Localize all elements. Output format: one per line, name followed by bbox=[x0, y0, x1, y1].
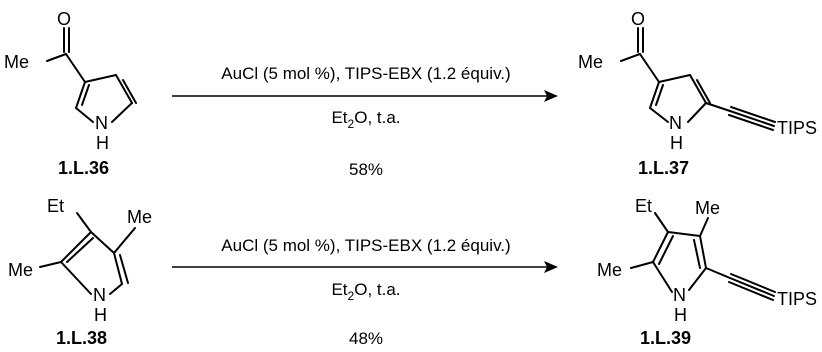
solvent-text: Et2O, t.a. bbox=[331, 280, 400, 303]
tips-group-label: TIPS bbox=[777, 118, 817, 138]
compound-label-1L36: 1.L.36 bbox=[58, 158, 109, 178]
compound-label-1L38: 1.L.38 bbox=[56, 328, 107, 348]
hydrogen-atom-label: H bbox=[96, 133, 109, 153]
hydrogen-atom-label: H bbox=[674, 305, 687, 325]
methyl-group-label: Me bbox=[8, 260, 33, 280]
hydrogen-atom-label: H bbox=[94, 305, 107, 325]
methyl-group-label: Me bbox=[695, 198, 720, 218]
methyl-group-label: Me bbox=[597, 260, 622, 280]
me-atom-label: Me bbox=[578, 52, 603, 72]
reactant-1L38-structure: Et Me Me N H bbox=[8, 196, 152, 325]
ethyl-group-label: Et bbox=[635, 196, 652, 216]
yield-text: 48% bbox=[349, 329, 383, 348]
me-atom-label: Me bbox=[4, 52, 29, 72]
tips-group-label: TIPS bbox=[777, 289, 817, 309]
yield-text: 58% bbox=[349, 160, 383, 179]
compound-label-1L37: 1.L.37 bbox=[638, 158, 689, 178]
nitrogen-atom-label: N bbox=[669, 113, 682, 133]
compound-label-1L39: 1.L.39 bbox=[640, 328, 691, 348]
solvent-text: Et2O, t.a. bbox=[331, 108, 400, 131]
reagents-text: AuCl (5 mol %), TIPS-EBX (1.2 équiv.) bbox=[221, 64, 510, 83]
oxygen-atom-label: O bbox=[631, 9, 645, 29]
nitrogen-atom-label: N bbox=[95, 113, 108, 133]
nitrogen-atom-label: N bbox=[673, 285, 686, 305]
methyl-group-label: Me bbox=[127, 207, 152, 227]
reactant-1L36-structure: Me O N H bbox=[4, 9, 137, 153]
reaction-arrow-1 bbox=[172, 90, 558, 102]
oxygen-atom-label: O bbox=[57, 9, 71, 29]
product-1L39-structure: Et Me Me N H TIPS bbox=[597, 196, 817, 325]
ethyl-group-label: Et bbox=[47, 196, 64, 216]
reaction-arrow-2 bbox=[172, 261, 558, 273]
hydrogen-atom-label: H bbox=[670, 133, 683, 153]
reagents-text: AuCl (5 mol %), TIPS-EBX (1.2 équiv.) bbox=[221, 236, 510, 255]
nitrogen-atom-label: N bbox=[93, 285, 106, 305]
reaction-1: Me O N H 1.L.36 AuCl (5 mol %), TIPS-EBX… bbox=[4, 9, 817, 179]
product-1L37-structure: Me O N H TIPS bbox=[578, 9, 817, 153]
reaction-2: Et Me Me N H 1.L.38 AuCl (5 mol %), TIPS… bbox=[8, 196, 817, 348]
